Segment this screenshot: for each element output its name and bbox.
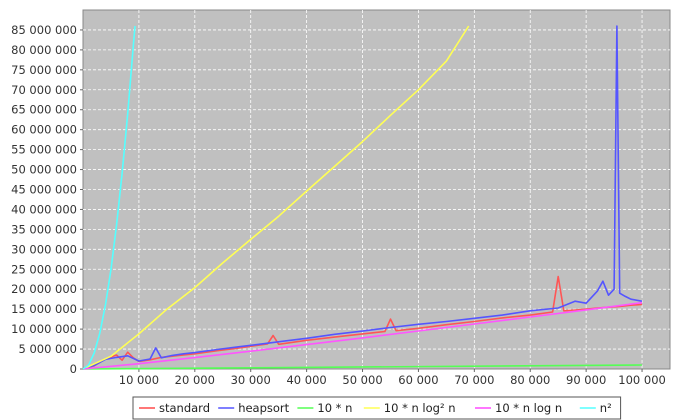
y-tick-label: 75 000 000 <box>11 63 77 77</box>
y-tick-label: 15 000 000 <box>11 302 77 316</box>
legend: standard heapsort 10 * n 10 * n log² n 10 * … <box>132 396 622 420</box>
y-tick-label: 25 000 000 <box>11 262 77 276</box>
y-tick-label: 70 000 000 <box>11 83 77 97</box>
y-tick-label: 50 000 000 <box>11 163 77 177</box>
y-tick-label: 80 000 000 <box>11 43 77 57</box>
x-tick-label: 90 000 <box>566 373 606 387</box>
y-tick-label: 0 <box>70 362 77 376</box>
y-tick-label: 55 000 000 <box>11 143 77 157</box>
y-tick-label: 85 000 000 <box>11 23 77 37</box>
x-axis-ticks: 10 000 20 000 30 000 40 000 50 000 60 000 70 0… <box>119 369 666 387</box>
series-line-heapsort <box>82 25 643 370</box>
x-tick-label: 60 000 <box>398 373 438 387</box>
x-tick-label: 80 000 <box>510 373 550 387</box>
gridlines <box>83 10 670 369</box>
y-tick-label: 30 000 000 <box>11 242 77 256</box>
legend-label: n² <box>600 401 612 415</box>
legend-label: heapsort <box>238 401 289 415</box>
y-tick-label: 5 000 000 <box>18 342 77 356</box>
x-tick-label: 20 000 <box>175 373 215 387</box>
x-tick-label: 40 000 <box>286 373 326 387</box>
y-tick-label: 45 000 000 <box>11 183 77 197</box>
legend-label: 10 * n <box>317 401 352 415</box>
legend-label: 10 * n log n <box>495 401 562 415</box>
x-tick-label: 30 000 <box>231 373 271 387</box>
plot-area <box>82 9 671 370</box>
y-tick-label: 35 000 000 <box>11 222 77 236</box>
x-tick-label: 100 000 <box>618 373 666 387</box>
series-line-10-n <box>82 364 643 370</box>
x-tick-label: 50 000 <box>342 373 382 387</box>
y-tick-label: 10 000 000 <box>11 322 77 336</box>
series-line-10-n-log-n <box>82 301 643 370</box>
legend-label: standard <box>159 401 210 415</box>
series-line-n <box>82 25 136 370</box>
series-line-10-n-log-n <box>82 25 470 370</box>
y-axis-ticks: 0 5 000 000 10 000 000 15 000 000 20 000 000… <box>11 23 83 376</box>
y-tick-label: 20 000 000 <box>11 282 77 296</box>
y-tick-label: 60 000 000 <box>11 123 77 137</box>
y-tick-label: 65 000 000 <box>11 103 77 117</box>
x-tick-label: 10 000 <box>119 373 159 387</box>
series-lines <box>82 25 643 370</box>
x-tick-label: 70 000 <box>454 373 494 387</box>
y-tick-label: 40 000 000 <box>11 202 77 216</box>
legend-label: 10 * n log² n <box>384 401 456 415</box>
